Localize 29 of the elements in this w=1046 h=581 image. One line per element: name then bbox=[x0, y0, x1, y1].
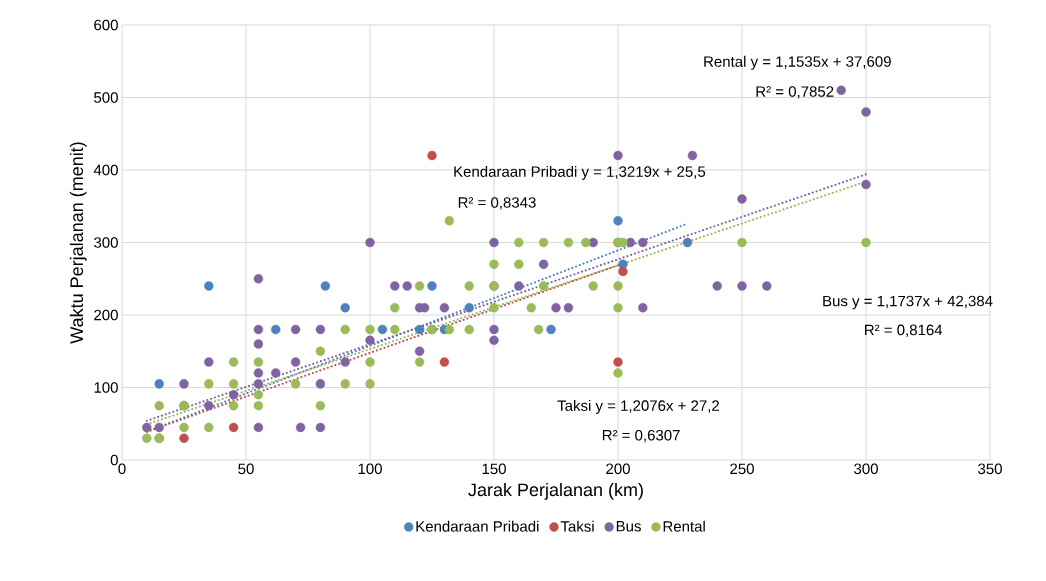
annotation: R² = 0,8343 bbox=[458, 197, 536, 210]
legend-label: Rental bbox=[663, 520, 705, 532]
x-tick-label: 50 bbox=[238, 463, 254, 475]
y-tick-label: 600 bbox=[94, 19, 118, 31]
y-axis-title: Waktu Perjalanan (menit) bbox=[69, 142, 87, 344]
y-tick-label: 500 bbox=[94, 92, 118, 103]
x-tick-label: 350 bbox=[978, 463, 1002, 475]
y-tick-label: 400 bbox=[93, 164, 118, 176]
annotation: Rental y = 1,1535x + 37,609 bbox=[704, 55, 891, 70]
annotation: Kendaraan Pribadi y = 1,3219x + 25,5 bbox=[454, 165, 706, 180]
annotation: Taksi y = 1,2076x + 27,2 bbox=[557, 399, 719, 414]
y-tick-label: 100 bbox=[94, 382, 118, 393]
annotation: Bus y = 1,1737x + 42,384 bbox=[823, 295, 993, 310]
x-tick-label: 100 bbox=[358, 463, 382, 475]
annotation: R² = 0,6307 bbox=[602, 429, 680, 443]
x-tick-label: 300 bbox=[854, 463, 878, 475]
x-tick-label: 200 bbox=[606, 463, 630, 475]
y-tick-label: 300 bbox=[94, 237, 118, 248]
x-axis-title: Jarak Perjalanan (km) bbox=[468, 482, 643, 500]
legend-label: Taksi bbox=[560, 520, 594, 532]
annotation: R² = 0,8164 bbox=[865, 324, 943, 337]
annotation: R² = 0,7852 bbox=[756, 86, 834, 99]
x-tick-label: 250 bbox=[730, 463, 754, 475]
y-tick-label: 0 bbox=[110, 454, 118, 466]
y-tick-label: 200 bbox=[94, 309, 118, 321]
legend-label: Bus bbox=[616, 521, 641, 532]
legend-label: Kendaraan Pribadi bbox=[416, 520, 539, 532]
x-tick-label: 0 bbox=[118, 463, 126, 475]
x-tick-label: 150 bbox=[482, 463, 506, 475]
